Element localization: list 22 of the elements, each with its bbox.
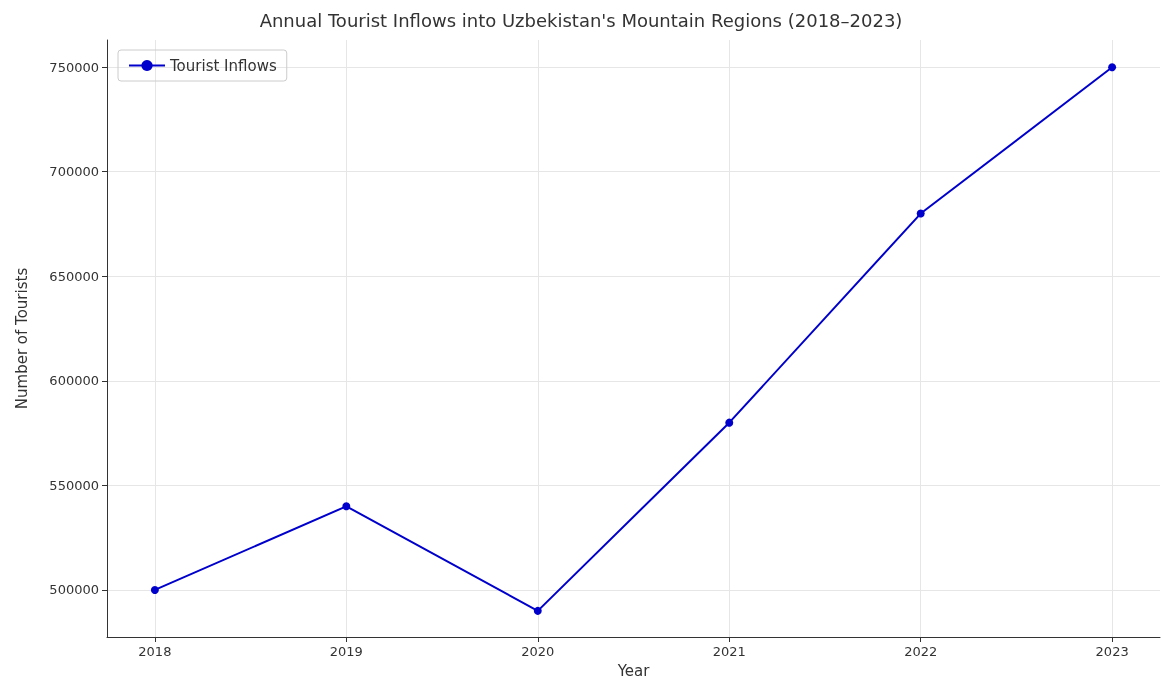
x-tick-label: 2021: [712, 644, 746, 659]
x-tick-label: 2020: [521, 644, 555, 659]
point: [725, 418, 734, 427]
y-axis-title: Number of Tourists: [12, 267, 31, 410]
x-tick-label: 2022: [904, 644, 938, 659]
x-tick-label: 2018: [138, 644, 172, 659]
y-tick-label: 700000: [49, 164, 99, 180]
point: [1108, 63, 1117, 72]
y-tick-label: 650000: [49, 268, 99, 284]
legend-label: Tourist Inflows: [169, 56, 277, 75]
x-tick-label: 2023: [1095, 644, 1129, 659]
chart-title: Annual Tourist Inflows into Uzbekistan's Mountain Regions (2018–2023): [259, 9, 903, 31]
point: [916, 209, 925, 218]
y-tick-label: 750000: [49, 59, 99, 75]
point: [342, 502, 351, 511]
point: [533, 606, 542, 615]
y-tick-label: 500000: [49, 582, 99, 598]
y-tick-label: 550000: [49, 477, 99, 493]
point: [150, 585, 159, 594]
y-tick-label: 600000: [49, 373, 99, 389]
x-axis-title: Year: [616, 661, 651, 680]
x-tick-label: 2019: [329, 644, 363, 659]
